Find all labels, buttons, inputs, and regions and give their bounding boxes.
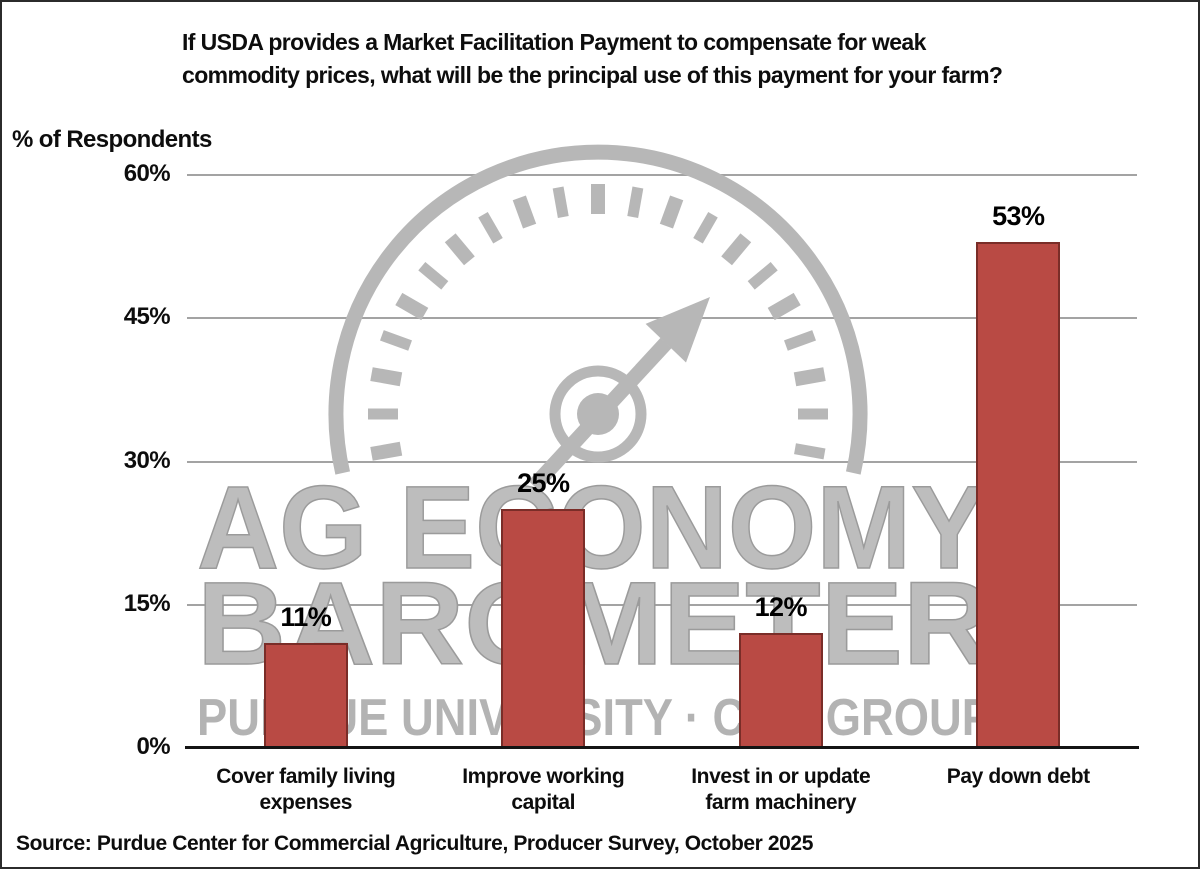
gauge-tick-icon	[370, 441, 403, 461]
gauge-needle-icon	[528, 337, 672, 492]
gauge-tick-icon	[370, 367, 403, 387]
gridline-60	[187, 174, 1137, 176]
chart-title-line-2: commodity prices, what will be the princ…	[182, 62, 1003, 88]
gauge-hub-ring-icon	[549, 365, 647, 463]
gauge-tick-icon	[380, 330, 412, 351]
gauge-tick-icon	[767, 292, 801, 321]
gauge-tick-icon	[444, 233, 475, 266]
category-label-line: expenses	[259, 791, 353, 814]
gauge-tick-icon	[721, 233, 752, 266]
gauge-hub-dot-icon	[577, 393, 619, 435]
bar-2	[738, 633, 823, 748]
category-label-3: Pay down debt	[888, 764, 1148, 790]
gauge-tick-icon	[478, 212, 503, 244]
gridline-15	[187, 603, 1137, 606]
category-label-1: Improve working capital	[413, 764, 673, 816]
category-label-2: Invest in or update farm machinery	[651, 764, 911, 816]
value-label-3: 53%	[992, 200, 1045, 231]
value-label-0: 11%	[280, 601, 332, 632]
gauge-tick-icon	[512, 195, 537, 229]
x-axis-line	[185, 746, 1139, 749]
category-label-line: Pay down debt	[946, 765, 1090, 788]
gauge-arc-icon	[328, 144, 868, 475]
gauge-tick-icon	[693, 212, 718, 244]
gauge-tick-icon	[793, 367, 826, 387]
y-tick-label-30: 30%	[123, 446, 171, 474]
y-tick-label-60: 60%	[123, 160, 171, 187]
category-label-line: farm machinery	[705, 791, 857, 814]
chart-title-line-1: If USDA provides a Market Facilitation P…	[182, 29, 926, 55]
value-label-2: 12%	[754, 592, 808, 623]
gauge-tick-icon	[747, 261, 778, 290]
gauge-tick-icon	[552, 186, 569, 218]
category-label-line: capital	[511, 791, 576, 814]
bar-3	[976, 241, 1061, 748]
gauge-tick-icon	[659, 195, 684, 229]
category-label-line: Cover family living	[216, 765, 396, 788]
gauge-tick-icon	[784, 330, 816, 351]
gauge-tick-icon	[794, 443, 826, 460]
y-tick-label-45: 45%	[123, 303, 171, 331]
source-note: Source: Purdue Center for Commercial Agr…	[16, 832, 813, 855]
gauge-tick-icon	[627, 186, 644, 218]
chart-title: If USDA provides a Market Facilitation P…	[182, 26, 1003, 92]
category-label-line: Improve working	[462, 765, 625, 788]
y-tick-label-15: 15%	[123, 589, 171, 617]
bar-0	[263, 642, 348, 748]
gauge-tick-icon	[418, 261, 449, 290]
category-label-line: Invest in or update	[691, 765, 871, 788]
bar-1	[501, 509, 586, 748]
y-axis-label: % of Respondents	[12, 126, 212, 153]
gauge-needle-arrowhead-icon	[645, 297, 710, 363]
value-label-1: 25%	[517, 468, 570, 499]
y-tick-label-0: 0%	[136, 733, 171, 760]
gauge-tick-icon	[395, 292, 429, 321]
category-label-0: Cover family living expenses	[176, 764, 436, 816]
